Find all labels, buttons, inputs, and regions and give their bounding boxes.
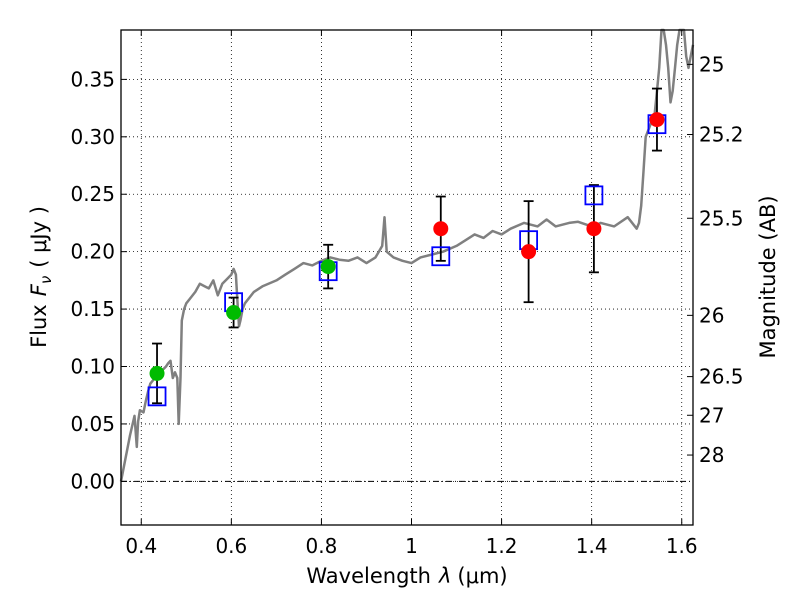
magnitude-tick-label: 26 xyxy=(699,303,724,327)
green-point xyxy=(149,365,165,381)
magnitude-tick-label: 25.2 xyxy=(699,123,744,147)
x-tick-label: 1.6 xyxy=(666,534,698,558)
plot-background xyxy=(121,30,693,525)
x-tick-label: 1.2 xyxy=(486,534,518,558)
x-axis-label-text: Wavelength xyxy=(306,564,431,588)
red-point xyxy=(649,112,665,128)
grid-lines xyxy=(121,30,693,525)
y-tick-label: 0.25 xyxy=(70,182,115,206)
magnitude-tick-label: 28 xyxy=(699,443,724,467)
green-point xyxy=(226,305,242,321)
y-tick-labels: 0.00 0.05 0.10 0.15 0.20 0.25 0.30 0.35 xyxy=(70,67,115,493)
red-point xyxy=(433,221,449,237)
model-square-marker xyxy=(147,386,167,407)
y-tick-label: 0.30 xyxy=(70,125,115,149)
axis-ticks xyxy=(121,30,693,525)
x-tick-label: 0.8 xyxy=(306,534,338,558)
y-tick-label: 0.20 xyxy=(70,240,115,264)
y-tick-label: 0.35 xyxy=(70,67,115,91)
red-point xyxy=(586,221,602,237)
x-axis-label: Wavelength λ (μm) xyxy=(306,564,507,588)
x-tick-labels: 0.4 0.6 0.8 1 1.2 1.4 1.6 xyxy=(125,534,697,558)
y-tick-label: 0.15 xyxy=(70,297,115,321)
x-tick-label: 1 xyxy=(405,534,418,558)
y-tick-label: 0.10 xyxy=(70,355,115,379)
green-point xyxy=(320,259,336,275)
x-tick-label: 0.6 xyxy=(215,534,247,558)
magnitude-tick-label: 26.5 xyxy=(699,365,744,389)
magnitude-tick-labels: 25 25.2 25.5 26 26.5 27 28 xyxy=(699,52,744,467)
x-tick-label: 1.4 xyxy=(576,534,608,558)
model-square-marker xyxy=(584,185,604,206)
y-tick-label: 0.05 xyxy=(70,412,115,436)
magnitude-tick-label: 25 xyxy=(699,52,724,76)
y-tick-label: 0.00 xyxy=(70,469,115,493)
plot-frame xyxy=(120,29,694,526)
y-axis-label: FluxFν( μJy ) xyxy=(27,206,55,348)
right-axis-label: Magnitude (AB) xyxy=(756,195,780,358)
red-point xyxy=(521,244,537,260)
magnitude-tick-label: 27 xyxy=(699,403,724,427)
model-square-marker xyxy=(431,246,451,267)
x-tick-label: 0.4 xyxy=(125,534,157,558)
data-markers xyxy=(147,112,667,407)
magnitude-tick-label: 25.5 xyxy=(699,206,744,230)
